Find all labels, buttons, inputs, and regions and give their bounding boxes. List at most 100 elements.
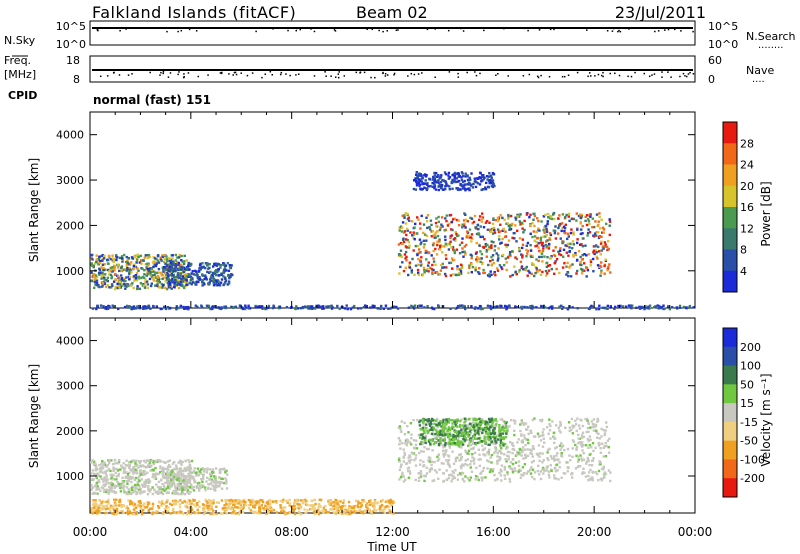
data-cell — [198, 278, 202, 281]
data-cell — [184, 477, 187, 480]
nave-point — [434, 76, 436, 79]
data-cell — [271, 306, 275, 310]
data-cell — [478, 215, 482, 218]
freq-trace — [92, 69, 695, 79]
nave-point — [324, 71, 326, 73]
data-cell — [490, 246, 493, 249]
data-cell — [461, 471, 464, 475]
freq-right-tick-bottom: 0 — [708, 73, 715, 86]
data-cell — [211, 307, 214, 311]
nave-point — [528, 73, 531, 76]
data-cell — [151, 468, 155, 471]
data-cell — [445, 182, 448, 186]
data-cell — [453, 237, 457, 240]
data-cell — [591, 442, 595, 445]
noise-point — [426, 28, 429, 31]
data-cell — [186, 478, 189, 482]
data-cell — [491, 254, 495, 257]
data-cell — [591, 226, 594, 229]
data-cell — [194, 480, 197, 483]
data-cell — [176, 484, 180, 488]
data-cell — [303, 508, 306, 511]
data-cell — [395, 305, 398, 309]
nave-point — [466, 71, 468, 74]
data-cell — [102, 506, 105, 509]
data-cell — [288, 498, 291, 502]
data-cell — [167, 480, 170, 483]
data-cell — [219, 281, 223, 284]
data-cell — [406, 229, 409, 232]
data-cell — [135, 305, 139, 308]
data-cell — [103, 282, 106, 286]
data-cell — [510, 224, 513, 227]
data-cell — [119, 266, 123, 270]
data-cell — [558, 429, 561, 432]
data-cell — [143, 470, 146, 473]
data-cell — [417, 263, 420, 266]
data-cell — [550, 305, 553, 308]
data-cell — [346, 512, 349, 516]
data-cell — [102, 280, 106, 284]
noise-point — [628, 28, 630, 30]
data-cell — [110, 489, 113, 492]
data-cell — [542, 428, 545, 431]
data-cell — [113, 511, 116, 514]
data-cell — [531, 222, 534, 225]
data-cell — [107, 306, 110, 309]
data-cell — [357, 502, 360, 505]
data-cell — [455, 177, 459, 180]
nave-point — [507, 75, 509, 77]
data-cell — [421, 442, 424, 446]
data-cell — [98, 480, 101, 484]
data-cell — [450, 220, 454, 224]
data-cell — [171, 281, 174, 284]
data-cell — [583, 262, 586, 265]
data-cell — [213, 488, 216, 491]
data-cell — [490, 181, 493, 185]
data-cell — [600, 271, 603, 274]
data-cell — [193, 281, 197, 284]
data-cell — [98, 464, 101, 467]
data-cell — [587, 458, 590, 461]
noise-point — [97, 29, 99, 32]
data-cell — [564, 426, 567, 429]
data-cell — [185, 485, 188, 489]
data-cell — [146, 256, 149, 260]
data-cell — [107, 489, 110, 492]
nave-point — [576, 71, 579, 74]
data-cell — [222, 275, 225, 278]
data-cell — [564, 244, 567, 247]
data-cell — [225, 269, 228, 272]
data-cell — [505, 460, 508, 463]
data-cell — [138, 485, 141, 488]
data-cell — [147, 481, 150, 484]
data-cell — [145, 506, 149, 509]
data-cell — [442, 455, 446, 458]
data-cell — [569, 264, 572, 267]
data-cell — [109, 473, 112, 477]
data-cell — [137, 269, 140, 272]
data-cell — [322, 307, 325, 310]
data-cell — [112, 478, 115, 481]
data-cell — [460, 456, 463, 460]
data-cell — [166, 478, 169, 481]
data-cell — [419, 187, 422, 190]
data-cell — [390, 306, 394, 309]
data-cell — [524, 422, 528, 425]
data-cell — [428, 470, 431, 473]
data-cell — [117, 474, 120, 477]
nave-point — [232, 74, 234, 76]
data-cell — [179, 274, 182, 278]
data-cell — [479, 472, 482, 475]
data-cell — [587, 474, 590, 478]
data-cell — [307, 305, 310, 308]
data-cell — [172, 274, 175, 277]
noise-point — [613, 27, 615, 30]
data-cell — [409, 422, 413, 425]
nsky-label: N.Sky — [4, 34, 36, 47]
data-cell — [590, 304, 593, 308]
data-cell — [558, 271, 561, 275]
data-cell — [192, 489, 196, 492]
data-cell — [407, 240, 410, 244]
data-cell — [94, 463, 97, 466]
